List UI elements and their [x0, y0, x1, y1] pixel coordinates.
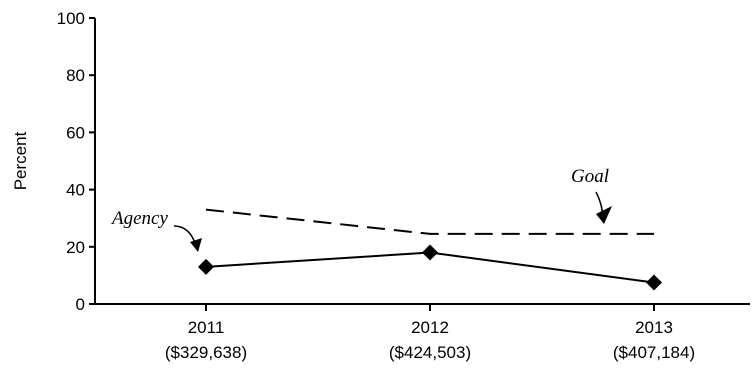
goal-series-line — [205, 208, 654, 235]
x-tick-sublabel: ($424,503) — [389, 343, 471, 362]
x-tick-sublabel: ($329,638) — [165, 343, 247, 362]
x-tick-label: 2011 — [188, 318, 225, 337]
x-axis: 2011 ($329,638) 2012 ($424,503) 2013 ($407,18… — [95, 303, 750, 362]
y-axis-title: Percent — [11, 131, 30, 190]
y-tick-label: 0 — [76, 295, 85, 314]
y-tick-label: 60 — [66, 123, 85, 142]
agency-annotation: Agency — [110, 208, 202, 252]
x-tick-label: 2012 — [411, 318, 449, 337]
goal-label: Goal — [571, 166, 609, 187]
agency-label: Agency — [110, 208, 168, 229]
y-tick-label: 40 — [66, 181, 85, 200]
x-tick-label: 2013 — [635, 318, 673, 337]
x-tick-sublabel: ($407,184) — [613, 343, 695, 362]
y-tick-label: 100 — [57, 9, 85, 28]
y-tick-label: 80 — [66, 66, 85, 85]
agency-data-point — [646, 274, 662, 291]
y-axis: 0 20 40 60 80 100 Percent — [11, 9, 96, 314]
y-tick-label: 20 — [66, 238, 85, 257]
goal-arrowhead — [596, 206, 612, 224]
agency-data-point — [422, 244, 438, 261]
agency-data-point — [198, 258, 214, 275]
goal-annotation: Goal — [571, 166, 612, 224]
agency-arrowhead — [190, 238, 202, 252]
